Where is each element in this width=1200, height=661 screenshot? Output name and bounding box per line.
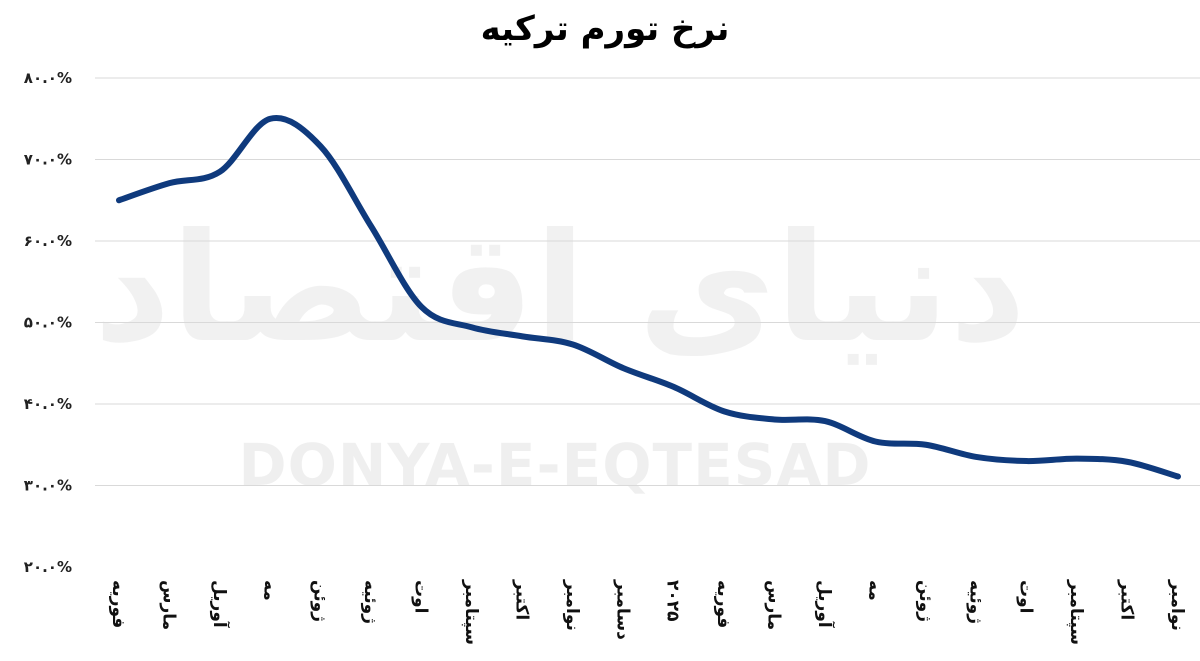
data-point — [671, 384, 677, 390]
x-tick-label: اکتبر — [1117, 579, 1137, 620]
x-tick-label: اوت — [1016, 580, 1036, 613]
x-tick-label: مارس — [764, 580, 784, 630]
data-point — [923, 442, 929, 448]
chart-title: نرخ تورم ترکیه — [481, 9, 730, 49]
data-point — [217, 169, 223, 175]
x-tick-label: مارس — [158, 580, 178, 630]
x-tick-label: آوریل — [814, 580, 836, 629]
x-tick-label: آوریل — [209, 580, 231, 629]
data-point — [1074, 456, 1080, 462]
x-tick-label: اوت — [411, 580, 431, 613]
x-tick-label: ۲۰۲۵ — [663, 580, 683, 622]
y-tick-label: ۳۰.۰% — [24, 477, 72, 495]
data-point — [267, 116, 273, 122]
x-tick-label: سپتامبر — [461, 579, 481, 645]
y-tick-label: ۶۰.۰% — [24, 232, 72, 250]
x-axis-ticks: فوریه مارس آوریل مه ژوئن ژوئیه اوت سپتامبر اکتبر… — [108, 579, 1187, 645]
watermark-text: DONYA-E-EQTESAD — [238, 431, 871, 499]
grid — [95, 77, 1200, 486]
data-point — [318, 143, 324, 149]
data-point — [872, 438, 878, 444]
x-tick-label: مه — [259, 580, 279, 601]
y-tick-label: ۷۰.۰% — [24, 151, 72, 169]
y-tick-label: ۲۰.۰% — [24, 558, 72, 576]
y-axis-ticks: ۸۰.۰% ۷۰.۰% ۶۰.۰% ۵۰.۰% ۴۰.۰% ۳۰.۰% ۲۰.۰% — [24, 69, 72, 576]
x-tick-label: ژوئن — [915, 580, 935, 622]
watermark-logo: دنیای اقتصاد — [94, 202, 1027, 376]
x-tick-label: اکتبر — [511, 579, 531, 620]
data-point — [1175, 474, 1181, 480]
data-point — [368, 223, 374, 229]
x-tick-label: ژوئیه — [360, 580, 380, 624]
series-line — [116, 115, 1181, 480]
x-tick-label: فوریه — [108, 580, 128, 628]
x-tick-label: مه — [864, 580, 884, 601]
y-tick-label: ۸۰.۰% — [24, 69, 72, 87]
x-tick-label: ژوئیه — [965, 580, 985, 624]
series-line-group — [116, 115, 1181, 480]
data-point — [1024, 458, 1030, 464]
x-tick-label: سپتامبر — [1066, 579, 1086, 645]
x-tick-label: نوامبر — [562, 579, 582, 631]
x-tick-label: دسامبر — [612, 579, 632, 640]
y-tick-label: ۴۰.۰% — [24, 395, 72, 413]
data-point — [721, 408, 727, 414]
data-point — [166, 180, 172, 186]
x-tick-label: ژوئن — [310, 580, 330, 622]
x-tick-label: فوریه — [713, 580, 733, 628]
data-point — [620, 365, 626, 371]
data-point — [822, 418, 828, 424]
x-tick-label: نوامبر — [1167, 579, 1187, 631]
data-point — [519, 333, 525, 339]
watermark: دنیای اقتصاد DONYA-E-EQTESAD — [94, 202, 1027, 499]
data-point — [570, 342, 576, 348]
data-point — [469, 324, 475, 330]
data-point — [419, 304, 425, 310]
data-point — [116, 197, 122, 203]
data-point — [772, 416, 778, 422]
data-point — [1125, 459, 1131, 465]
y-tick-label: ۵۰.۰% — [24, 314, 72, 332]
data-point — [973, 454, 979, 460]
